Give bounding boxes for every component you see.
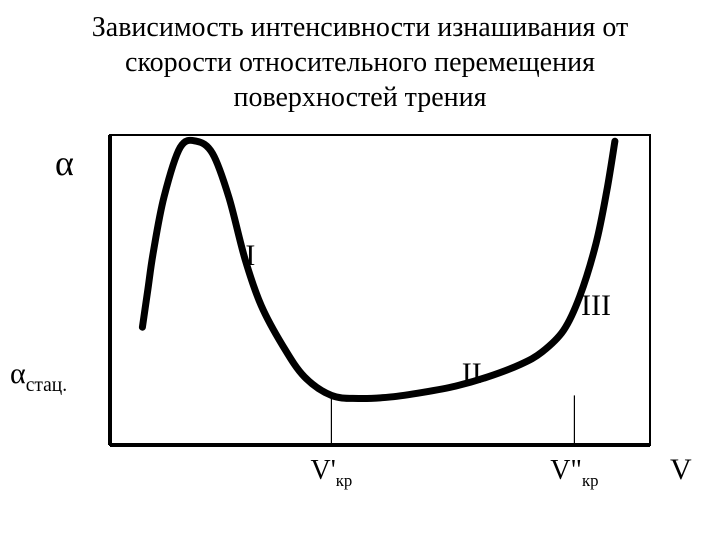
wear-intensity-chart: ααстац.V'крV"крVIIIIII <box>0 125 720 525</box>
region-label-II: II <box>462 357 482 390</box>
region-label-III: III <box>581 289 611 322</box>
chart-title: Зависимость интенсивности изнашивания от… <box>0 0 720 115</box>
title-line-2: скорости относительного перемещения <box>30 45 690 80</box>
region-label-I: I <box>245 239 255 272</box>
x-tick-label-1: V"кр <box>550 455 598 490</box>
y-axis-label: α <box>55 143 74 183</box>
chart-container: ααстац.V'крV"крVIIIIII <box>0 125 720 525</box>
title-line-3: поверхностей трения <box>30 80 690 115</box>
y-tick-label: αстац. <box>10 357 67 396</box>
x-axis-label: V <box>670 453 692 486</box>
title-line-1: Зависимость интенсивности изнашивания от <box>30 10 690 45</box>
x-tick-label-0: V'кр <box>310 455 352 490</box>
